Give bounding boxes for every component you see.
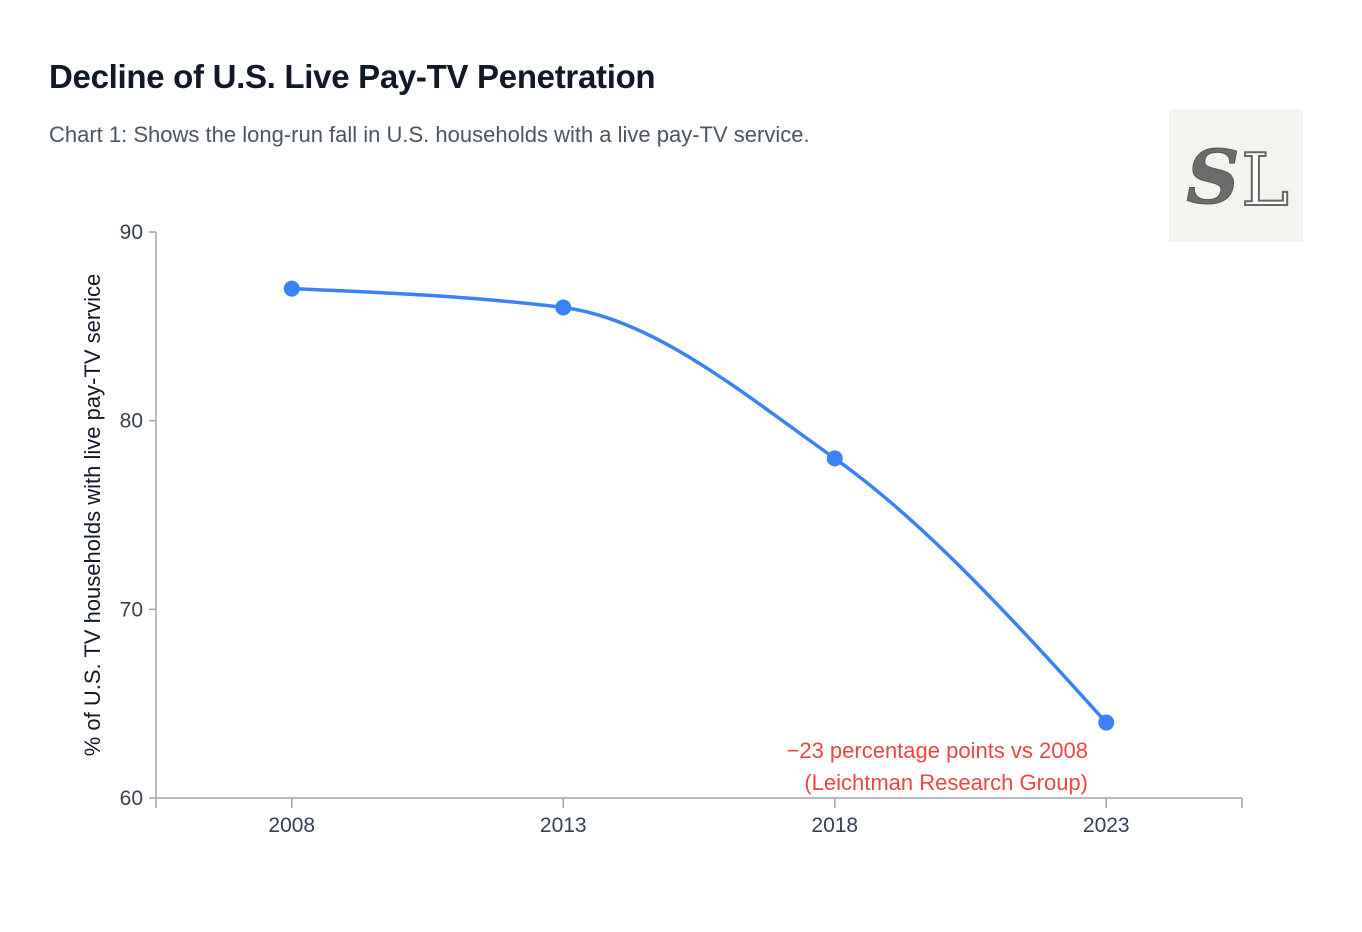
data-point	[826, 450, 843, 467]
chart-title: Decline of U.S. Live Pay-TV Penetration	[49, 58, 656, 95]
series-line	[291, 286, 1108, 724]
data-point	[1098, 714, 1115, 731]
annotation-line-2: (Leichtman Research Group)	[804, 770, 1088, 795]
y-tick-label: 90	[120, 221, 143, 244]
chart-subtitle: Chart 1: Shows the long-run fall in U.S.…	[49, 122, 810, 147]
data-point	[555, 299, 572, 316]
x-tick-label: 2008	[268, 814, 315, 837]
sl-logo-icon: S L	[1186, 135, 1290, 224]
logo: S L	[1169, 109, 1303, 242]
x-tick-label: 2013	[540, 814, 587, 837]
y-tick-label: 70	[120, 598, 143, 621]
y-tick-label: 60	[120, 787, 143, 810]
annotation-line-1: −23 percentage points vs 2008	[786, 738, 1088, 763]
data-point	[283, 280, 300, 297]
svg-text:L: L	[1241, 138, 1289, 222]
y-axis-label: % of U.S. TV households with live pay-TV…	[80, 274, 105, 757]
svg-text:S: S	[1186, 135, 1239, 221]
y-tick-label: 80	[120, 410, 143, 433]
x-tick-label: 2018	[811, 814, 858, 837]
x-tick-label: 2023	[1083, 814, 1130, 837]
